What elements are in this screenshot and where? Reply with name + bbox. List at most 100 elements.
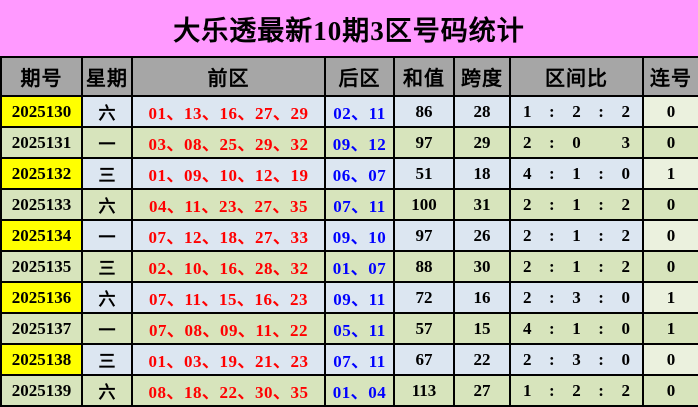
zone-ratio-cell: 1:2:2	[509, 95, 644, 128]
sum-value-cell: 86	[393, 95, 455, 128]
page-title: 大乐透最新10期3区号码统计	[173, 15, 525, 46]
title-bar: 大乐透最新10期3区号码统计	[0, 0, 698, 56]
back-zone-numbers: 09、11	[324, 281, 395, 314]
zone-ratio-cell: 1:2:2	[509, 374, 644, 407]
back-zone-numbers: 07、11	[324, 188, 395, 221]
span-value-cell: 30	[453, 250, 511, 283]
period-cell: 2025133	[0, 188, 83, 221]
front-zone-numbers: 01、13、16、27、29	[131, 95, 326, 128]
front-zone-numbers: 07、12、18、27、33	[131, 219, 326, 252]
span-value-cell: 29	[453, 126, 511, 159]
back-zone-numbers: 05、11	[324, 312, 395, 345]
period-cell: 2025134	[0, 219, 83, 252]
consecutive-count-cell: 0	[642, 343, 698, 376]
zone-ratio-cell: 2:1:2	[509, 219, 644, 252]
weekday-cell: 六	[81, 95, 133, 128]
table-row: 2025134 一 07、12、18、27、33 09、10 97 26 2:1…	[0, 219, 698, 252]
sum-value-cell: 57	[393, 312, 455, 345]
weekday-cell: 三	[81, 157, 133, 190]
weekday-cell: 一	[81, 219, 133, 252]
span-value-cell: 22	[453, 343, 511, 376]
column-header-consecutive: 连号	[642, 56, 698, 97]
table-row: 2025131 一 03、08、25、29、32 09、12 97 29 2:0…	[0, 126, 698, 159]
span-value-cell: 31	[453, 188, 511, 221]
zone-ratio-cell: 2:1:2	[509, 188, 644, 221]
table-row: 2025139 六 08、18、22、30、35 01、04 113 27 1:…	[0, 374, 698, 407]
weekday-cell: 六	[81, 188, 133, 221]
sum-value-cell: 100	[393, 188, 455, 221]
front-zone-numbers: 07、11、15、16、23	[131, 281, 326, 314]
table-row: 2025133 六 04、11、23、27、35 07、11 100 31 2:…	[0, 188, 698, 221]
column-header-weekday: 星期	[81, 56, 133, 97]
sum-value-cell: 72	[393, 281, 455, 314]
table-row: 2025132 三 01、09、10、12、19 06、07 51 18 4:1…	[0, 157, 698, 190]
lottery-stats-table: 期号 星期 前区 后区 和值 跨度 区间比 连号 2025130 六 01、13…	[0, 56, 698, 407]
consecutive-count-cell: 0	[642, 188, 698, 221]
zone-ratio-cell: 2:1:2	[509, 250, 644, 283]
front-zone-numbers: 08、18、22、30、35	[131, 374, 326, 407]
column-header-span: 跨度	[453, 56, 511, 97]
consecutive-count-cell: 0	[642, 250, 698, 283]
front-zone-numbers: 04、11、23、27、35	[131, 188, 326, 221]
table-row: 2025130 六 01、13、16、27、29 02、11 86 28 1:2…	[0, 95, 698, 128]
zone-ratio-cell: 4:1:0	[509, 157, 644, 190]
front-zone-numbers: 02、10、16、28、32	[131, 250, 326, 283]
sum-value-cell: 67	[393, 343, 455, 376]
sum-value-cell: 113	[393, 374, 455, 407]
consecutive-count-cell: 1	[642, 157, 698, 190]
weekday-cell: 六	[81, 281, 133, 314]
back-zone-numbers: 09、12	[324, 126, 395, 159]
consecutive-count-cell: 0	[642, 95, 698, 128]
weekday-cell: 六	[81, 374, 133, 407]
back-zone-numbers: 09、10	[324, 219, 395, 252]
period-cell: 2025138	[0, 343, 83, 376]
table-row: 2025138 三 01、03、19、21、23 07、11 67 22 2:3…	[0, 343, 698, 376]
sum-value-cell: 97	[393, 126, 455, 159]
column-header-zone-ratio: 区间比	[509, 56, 644, 97]
consecutive-count-cell: 0	[642, 126, 698, 159]
zone-ratio-cell: 4:1:0	[509, 312, 644, 345]
period-cell: 2025131	[0, 126, 83, 159]
front-zone-numbers: 07、08、09、11、22	[131, 312, 326, 345]
span-value-cell: 15	[453, 312, 511, 345]
period-cell: 2025136	[0, 281, 83, 314]
back-zone-numbers: 01、04	[324, 374, 395, 407]
front-zone-numbers: 01、03、19、21、23	[131, 343, 326, 376]
back-zone-numbers: 02、11	[324, 95, 395, 128]
back-zone-numbers: 01、07	[324, 250, 395, 283]
table-row: 2025137 一 07、08、09、11、22 05、11 57 15 4:1…	[0, 312, 698, 345]
span-value-cell: 27	[453, 374, 511, 407]
weekday-cell: 一	[81, 312, 133, 345]
table-row: 2025136 六 07、11、15、16、23 09、11 72 16 2:3…	[0, 281, 698, 314]
span-value-cell: 26	[453, 219, 511, 252]
period-cell: 2025137	[0, 312, 83, 345]
column-header-sum: 和值	[393, 56, 455, 97]
zone-ratio-cell: 2:3:0	[509, 343, 644, 376]
weekday-cell: 一	[81, 126, 133, 159]
sum-value-cell: 51	[393, 157, 455, 190]
span-value-cell: 16	[453, 281, 511, 314]
consecutive-count-cell: 0	[642, 374, 698, 407]
weekday-cell: 三	[81, 343, 133, 376]
period-cell: 2025135	[0, 250, 83, 283]
period-cell: 2025132	[0, 157, 83, 190]
table-body: 2025130 六 01、13、16、27、29 02、11 86 28 1:2…	[0, 95, 698, 407]
consecutive-count-cell: 0	[642, 219, 698, 252]
span-value-cell: 18	[453, 157, 511, 190]
table-row: 2025135 三 02、10、16、28、32 01、07 88 30 2:1…	[0, 250, 698, 283]
period-cell: 2025130	[0, 95, 83, 128]
sum-value-cell: 88	[393, 250, 455, 283]
weekday-cell: 三	[81, 250, 133, 283]
column-header-back-zone: 后区	[324, 56, 395, 97]
column-header-period: 期号	[0, 56, 83, 97]
sum-value-cell: 97	[393, 219, 455, 252]
period-cell: 2025139	[0, 374, 83, 407]
consecutive-count-cell: 1	[642, 312, 698, 345]
front-zone-numbers: 01、09、10、12、19	[131, 157, 326, 190]
span-value-cell: 28	[453, 95, 511, 128]
header-row: 期号 星期 前区 后区 和值 跨度 区间比 连号	[0, 56, 698, 97]
column-header-front-zone: 前区	[131, 56, 326, 97]
back-zone-numbers: 06、07	[324, 157, 395, 190]
back-zone-numbers: 07、11	[324, 343, 395, 376]
